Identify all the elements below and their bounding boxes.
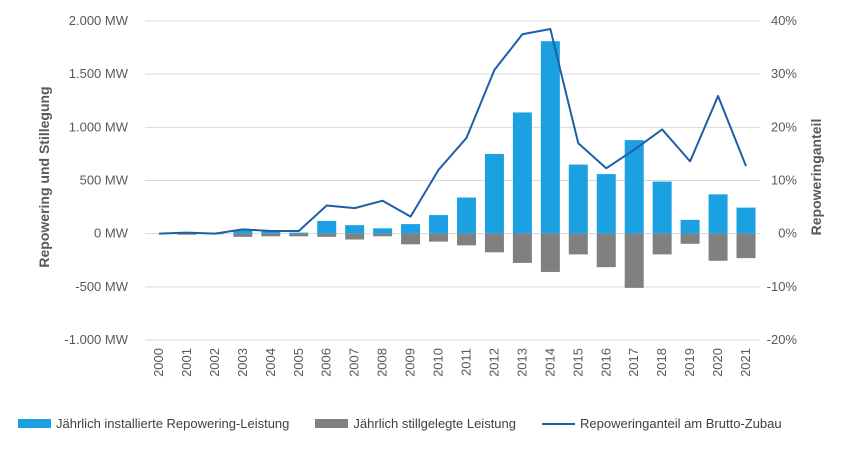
bar-repowering: [484, 153, 504, 234]
x-tick-label: 2015: [570, 348, 585, 377]
x-tick-label: 2019: [682, 348, 697, 377]
legend: Jährlich installierte Repowering-Leistun…: [18, 416, 808, 431]
y-tick-label: 500 MW: [80, 173, 129, 188]
y2-tick-label: 40%: [771, 13, 797, 28]
bar-stillgelegt: [596, 233, 616, 268]
bar-stillgelegt: [177, 233, 197, 235]
x-tick-label: 2004: [263, 348, 278, 377]
y-tick-label: 1.500 MW: [69, 66, 129, 81]
bar-stillgelegt: [317, 233, 337, 237]
bar-repowering: [401, 224, 421, 234]
x-tick-label: 2012: [486, 348, 501, 377]
y-tick-label: 2.000 MW: [69, 13, 129, 28]
bar-repowering: [652, 181, 672, 234]
bar-stillgelegt: [736, 233, 756, 259]
bar-repowering: [512, 112, 532, 234]
bar-stillgelegt: [652, 233, 672, 255]
legend-label-stillgelegt: Jährlich stillgelegte Leistung: [353, 416, 517, 431]
bar-stillgelegt: [233, 233, 253, 237]
legend-swatch-blue: [18, 419, 51, 428]
bar-stillgelegt: [345, 233, 365, 240]
bar-stillgelegt: [680, 233, 700, 244]
bar-repowering: [373, 228, 393, 234]
bar-repowering: [233, 230, 253, 234]
legend-swatch-line: [542, 422, 576, 425]
y2-tick-label: 0%: [778, 226, 797, 241]
y-tick-label: -500 MW: [75, 279, 128, 294]
bar-repowering: [708, 194, 728, 234]
bar-repowering: [456, 197, 476, 234]
bar-stillgelegt: [456, 233, 476, 246]
legend-label-anteil: Repoweringanteil am Brutto-Zubau: [580, 416, 782, 431]
legend-swatch-grey: [315, 419, 349, 428]
y-tick-label: -1.000 MW: [64, 332, 128, 347]
bar-stillgelegt: [624, 233, 644, 288]
bar-repowering: [261, 231, 281, 234]
x-tick-label: 2007: [347, 348, 362, 377]
right-axis-ticks: -20% -10% 0% 10% 20% 30% 40%: [767, 13, 798, 347]
combo-chart: -1.000 MW -500 MW 0 MW 500 MW 1.000 MW 1.500 …: [36, 13, 824, 377]
legend-item-anteil: Repoweringanteil am Brutto-Zubau: [542, 416, 782, 431]
legend-item-stillgelegt: Jährlich stillgelegte Leistung: [315, 416, 516, 431]
y-tick-label: 0 MW: [94, 226, 129, 241]
right-axis-title: Repoweringanteil: [808, 119, 824, 236]
bar-repowering: [736, 207, 756, 234]
bars: [177, 41, 756, 288]
bar-repowering: [568, 164, 588, 234]
y2-tick-label: -20%: [767, 332, 798, 347]
x-tick-label: 2006: [319, 348, 334, 377]
x-tick-label: 2018: [654, 348, 669, 377]
bar-stillgelegt: [289, 233, 309, 237]
left-axis-title: Repowering und Stillegung: [36, 86, 52, 267]
x-tick-label: 2014: [542, 348, 557, 377]
left-axis-ticks: -1.000 MW -500 MW 0 MW 500 MW 1.000 MW 1.500 …: [64, 13, 128, 347]
legend-item-repowering: Jährlich installierte Repowering-Leistun…: [18, 416, 289, 431]
bar-repowering: [680, 219, 700, 234]
bar-stillgelegt: [512, 233, 532, 263]
x-tick-label: 2011: [458, 348, 473, 376]
x-tick-label: 2020: [710, 348, 725, 377]
bar-repowering: [429, 215, 449, 234]
bar-repowering: [540, 41, 560, 234]
x-tick-label: 2016: [598, 348, 613, 377]
x-tick-label: 2003: [235, 348, 250, 377]
bar-stillgelegt: [708, 233, 728, 261]
x-tick-label: 2013: [514, 348, 529, 377]
y-tick-label: 1.000 MW: [69, 119, 129, 134]
y2-tick-label: 10%: [771, 173, 797, 188]
x-axis-ticks: 2000 2001 2002 2003 2004 2005 2006 2007 2008 2009…: [151, 348, 753, 377]
y2-tick-label: -10%: [767, 279, 798, 294]
bar-repowering: [345, 225, 365, 234]
bar-stillgelegt: [261, 233, 281, 237]
bar-stillgelegt: [484, 233, 504, 253]
x-tick-label: 2005: [291, 348, 306, 377]
bar-stillgelegt: [373, 233, 393, 237]
x-tick-label: 2021: [738, 348, 753, 377]
y2-tick-label: 20%: [771, 119, 797, 134]
gridlines: [145, 20, 760, 341]
bar-stillgelegt: [429, 233, 449, 242]
repowering-share-line: [158, 27, 747, 235]
y2-tick-label: 30%: [771, 66, 797, 81]
bar-repowering: [289, 232, 309, 234]
bar-repowering: [317, 220, 337, 234]
bar-repowering: [624, 140, 644, 234]
x-tick-label: 2000: [151, 348, 166, 377]
bar-stillgelegt: [401, 233, 421, 245]
legend-label-repowering: Jährlich installierte Repowering-Leistun…: [56, 416, 290, 431]
x-tick-label: 2010: [431, 348, 446, 377]
x-tick-label: 2001: [179, 348, 194, 377]
x-tick-label: 2008: [375, 348, 390, 377]
x-tick-label: 2009: [403, 348, 418, 377]
bar-stillgelegt: [540, 233, 560, 272]
bar-repowering: [596, 174, 616, 234]
bar-stillgelegt: [568, 233, 588, 255]
x-tick-label: 2002: [207, 348, 222, 377]
x-tick-label: 2017: [626, 348, 641, 377]
share-line: [158, 27, 747, 235]
